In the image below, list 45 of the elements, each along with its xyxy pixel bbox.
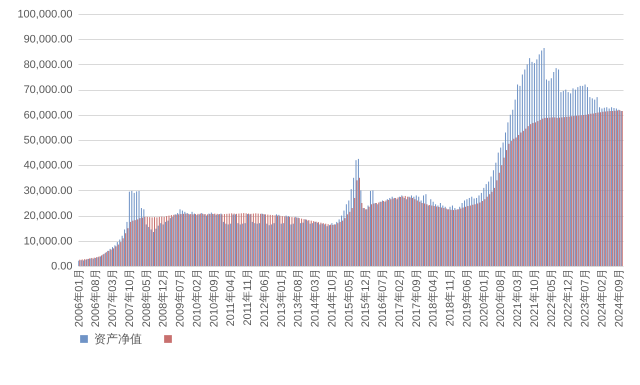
y-tick-label: 50,000.00: [24, 134, 72, 146]
x-tick-label: 2020年01月: [478, 268, 490, 328]
y-tick-label: 20,000.00: [24, 210, 72, 222]
x-tick-label: 2020年08月: [495, 268, 508, 328]
x-tick-label: 2018年11月: [444, 268, 457, 326]
x-tick-label: 2010年02月: [191, 268, 204, 328]
x-tick-label: 2006年08月: [90, 268, 102, 328]
y-tick-label: 40,000.00: [24, 160, 72, 172]
x-tick-label: 2014年03月: [310, 268, 322, 328]
y-tick-label: 30,000.00: [24, 184, 72, 197]
x-tick-label: 2008年05月: [140, 268, 153, 328]
x-tick-label: 2019年06月: [461, 268, 474, 328]
x-tick-label: 2017年09月: [410, 268, 423, 328]
x-tick-label: 2011年04月: [225, 268, 238, 326]
x-tick-label: 2015年05月: [343, 268, 356, 328]
y-tick-label: 60,000.00: [24, 109, 72, 122]
x-tick-label: 2013年01月: [276, 268, 288, 328]
x-tick-label: 2016年07月: [377, 268, 390, 328]
x-tick-label: 2024年02月: [596, 268, 608, 328]
y-tick-label: 10,000.00: [24, 235, 72, 248]
x-tick-label: 2009年07月: [174, 268, 187, 328]
y-tick-label: 100,000.00: [17, 8, 72, 20]
x-tick-label: 2021年03月: [512, 268, 524, 328]
x-tick-label: 2008年12月: [158, 268, 170, 328]
x-tick-label: 2014年10月: [326, 268, 338, 328]
x-tick-label: 2022年12月: [562, 268, 575, 328]
x-tick-label: 2018年04月: [428, 268, 440, 328]
x-tick-label: 2012年06月: [258, 268, 271, 328]
x-tick-label: 2022年05月: [546, 268, 558, 328]
x-tick-label: 2007年10月: [124, 268, 136, 328]
x-tick-label: 2013年08月: [292, 268, 305, 328]
x-tick-label: 2015年12月: [360, 268, 372, 328]
legend-label: 资产净值: [94, 332, 142, 346]
x-tick-label: 2023年07月: [580, 268, 592, 328]
y-tick-label: 80,000.00: [24, 58, 72, 71]
x-tick-label: 2007年03月: [107, 268, 120, 328]
y-tick-label: 70,000.00: [24, 84, 72, 96]
x-tick-label: 2011年11月: [242, 268, 254, 326]
x-tick-label: 2006年01月: [73, 268, 86, 328]
y-tick-label: 90,000.00: [24, 34, 72, 46]
x-tick-label: 2024年09月: [613, 268, 626, 328]
x-tick-label: 2010年09月: [208, 268, 220, 328]
x-tick-label: 2017年02月: [394, 268, 406, 328]
x-tick-label: 2021年10月: [528, 268, 541, 328]
y-tick-label: 0.00: [51, 260, 72, 272]
